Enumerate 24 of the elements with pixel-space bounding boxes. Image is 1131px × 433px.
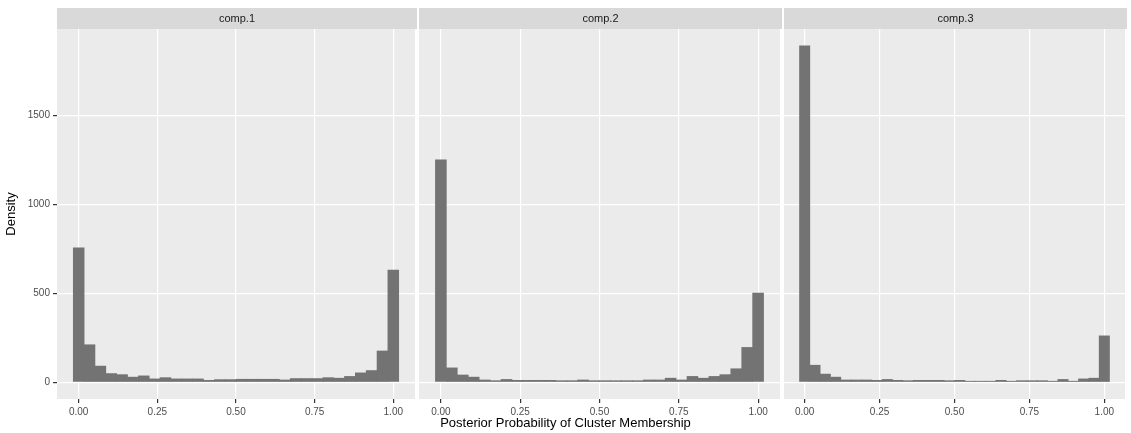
y-tick-label: 1000 bbox=[27, 197, 51, 209]
x-tick-label: 0.75 bbox=[1019, 405, 1040, 417]
x-tick-label: 0.50 bbox=[944, 405, 965, 417]
x-axis-title: Posterior Probability of Cluster Membership bbox=[439, 415, 692, 430]
x-tick-label: 0.50 bbox=[226, 405, 247, 417]
chart-title: comp.1 bbox=[57, 8, 417, 29]
x-tick-label: 0.25 bbox=[869, 405, 890, 417]
x-tick-label: 0.25 bbox=[510, 405, 531, 417]
x-tick-label: 1.00 bbox=[1094, 405, 1115, 417]
x-tick-label: 1.00 bbox=[383, 405, 404, 417]
chart-title: comp.2 bbox=[419, 8, 782, 29]
x-tick-label: 0.00 bbox=[431, 405, 452, 417]
x-tick-label: 0.00 bbox=[68, 405, 89, 417]
x-tick-label: 0.75 bbox=[669, 405, 689, 417]
x-tick-label: 0.50 bbox=[589, 405, 610, 417]
x-tick-label: 0.25 bbox=[147, 405, 168, 417]
x-tick-label: 0.75 bbox=[304, 405, 325, 417]
y-tick-label: 1500 bbox=[27, 109, 51, 121]
chart-title: comp.3 bbox=[784, 8, 1127, 29]
y-axis-title: Density bbox=[3, 191, 19, 236]
y-tick-label: 500 bbox=[33, 286, 51, 298]
x-tick-label: 1.00 bbox=[748, 405, 769, 417]
x-tick-label: 0.00 bbox=[794, 405, 815, 417]
y-tick-label: 0 bbox=[44, 375, 51, 387]
